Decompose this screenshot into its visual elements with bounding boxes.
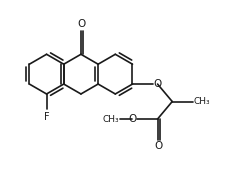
Text: O: O	[154, 141, 163, 151]
Text: F: F	[44, 112, 49, 122]
Text: O: O	[78, 20, 86, 30]
Text: O: O	[128, 114, 136, 124]
Text: O: O	[154, 79, 162, 89]
Text: CH₃: CH₃	[194, 97, 210, 106]
Text: CH₃: CH₃	[103, 115, 119, 123]
